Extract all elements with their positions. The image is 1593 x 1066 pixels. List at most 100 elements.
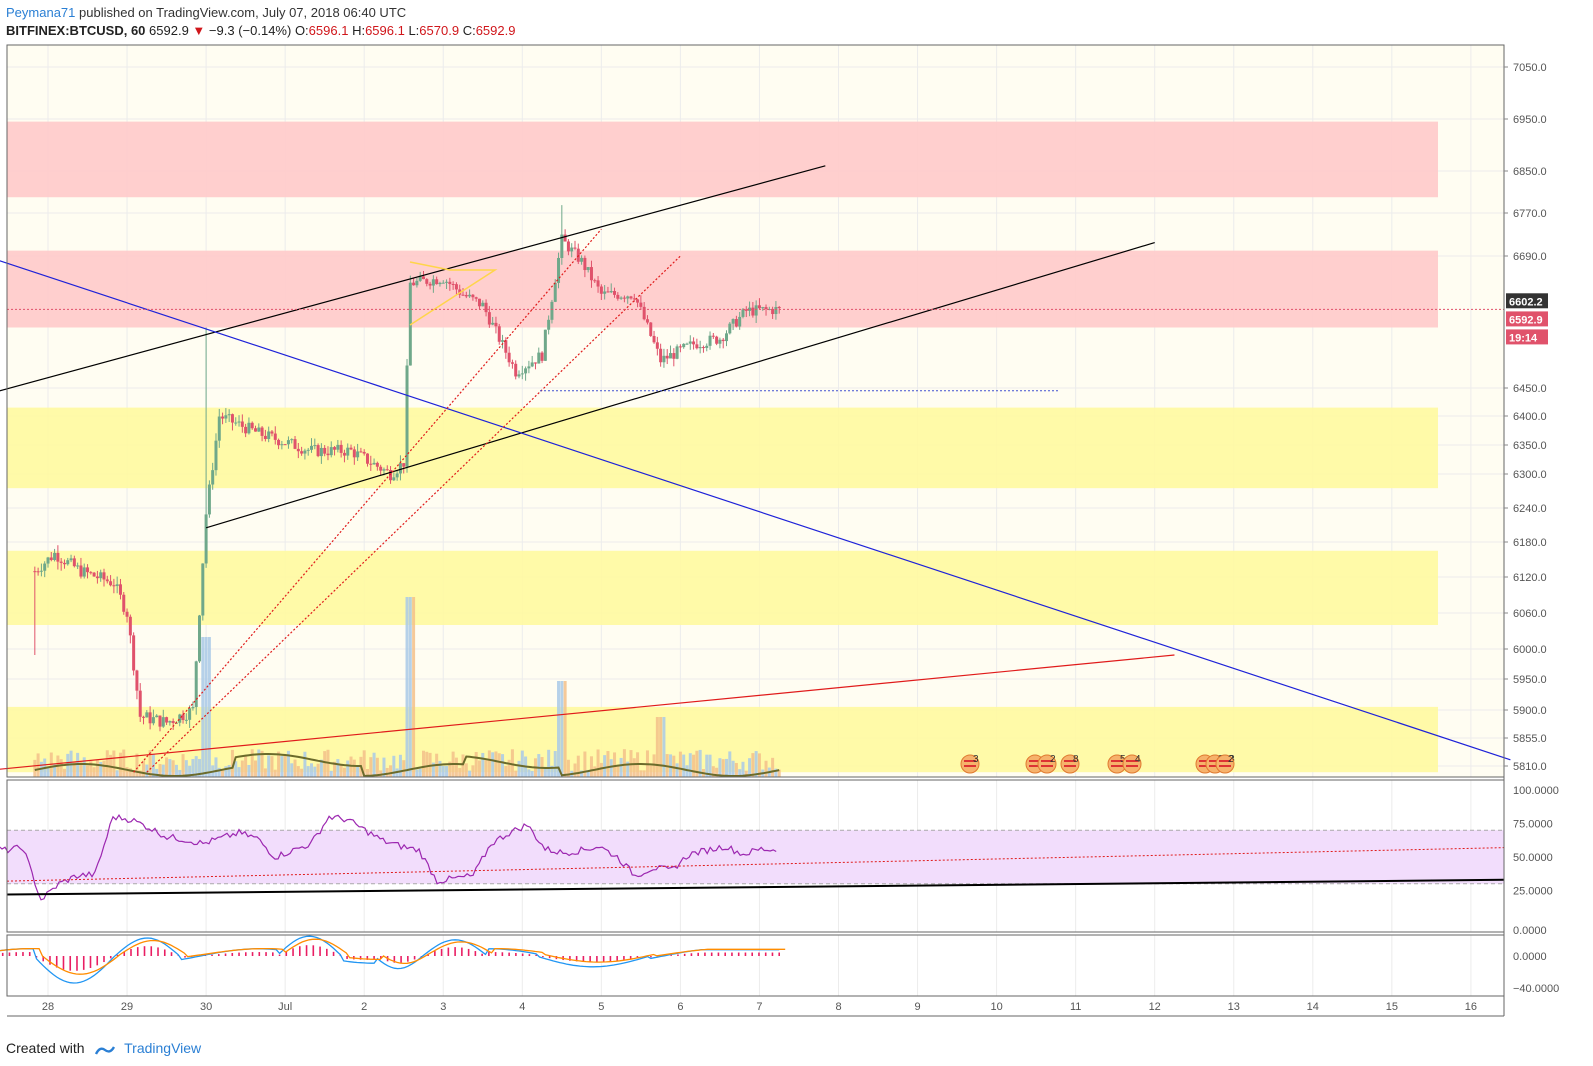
candle-body [135, 670, 139, 691]
candle-body [599, 286, 603, 294]
candle-body [649, 322, 653, 336]
tradingview-logo-icon[interactable] [94, 1043, 116, 1055]
candle-body [165, 717, 169, 723]
volume-bar [375, 757, 379, 777]
volume-bar [290, 763, 294, 777]
candle-body [286, 440, 290, 445]
volume-bar [254, 760, 258, 777]
flag-event-icon: 8 [1060, 754, 1080, 774]
volume-bar [622, 749, 626, 777]
candle-body [237, 421, 241, 423]
candle-body [99, 572, 103, 579]
y-tick-label: 5950.0 [1513, 674, 1547, 686]
volume-bar [510, 749, 514, 777]
candle-body [257, 427, 261, 432]
price-zones [7, 121, 1438, 773]
volume-bar [82, 757, 86, 777]
volume-bar [553, 751, 557, 777]
candle-body [754, 305, 758, 316]
volume-bar [448, 761, 452, 777]
candle-body [296, 448, 300, 452]
candle-body [76, 565, 80, 567]
candle-body [642, 306, 646, 320]
candle-body [72, 558, 76, 567]
candle-body [191, 707, 195, 709]
flag-stripe [1064, 760, 1076, 762]
volume-bar [188, 765, 192, 777]
candle-body [738, 316, 742, 327]
down-arrow-icon: ▼ [192, 23, 206, 38]
candles [33, 205, 781, 732]
candle-body [214, 440, 218, 471]
candle-body [725, 333, 729, 342]
macd-tick-label: 0.0000 [1513, 951, 1547, 963]
y-tick-label: 6180.0 [1513, 537, 1547, 549]
volume-bar [557, 681, 561, 777]
candle-body [125, 611, 129, 617]
trendlines[interactable] [0, 165, 1511, 773]
volume-bar [771, 757, 775, 777]
tradingview-brand[interactable]: TradingView [124, 1040, 202, 1056]
volume-bar [369, 757, 373, 777]
candle-body [481, 302, 485, 307]
volume-bar [566, 759, 570, 777]
price-change: −9.3 (−0.14%) [208, 23, 292, 38]
volume-bar [583, 751, 587, 777]
candle-body [339, 444, 343, 453]
candle-body [510, 362, 514, 364]
candle-body [346, 447, 350, 456]
volume-bar [132, 770, 136, 777]
candle-body [194, 661, 198, 708]
publisher-name[interactable]: Peymana71 [6, 5, 76, 20]
volume-bar [537, 754, 541, 777]
candle-body [616, 294, 620, 299]
volume-bar [688, 753, 692, 777]
candle-body [181, 714, 185, 721]
volume-bar [201, 637, 205, 777]
candle-body [369, 463, 373, 465]
volume-bar [72, 762, 76, 777]
volume-bar [527, 769, 531, 777]
price-label-box [1506, 329, 1548, 345]
supply-zone-0 [7, 121, 1438, 198]
volume-bar [639, 770, 643, 777]
volume-bar [560, 681, 564, 777]
candle-body [566, 241, 570, 252]
trendline-1 [205, 241, 1155, 529]
volume-bar [230, 749, 234, 777]
candle-body [82, 567, 86, 577]
volume-bar [504, 765, 508, 777]
volume-bar [517, 760, 521, 777]
candle-body [323, 447, 327, 454]
x-tick-label: 11 [1070, 1001, 1081, 1013]
volume-bar [155, 768, 159, 777]
candle-body [138, 690, 142, 717]
rsi-tick-label: 50.0000 [1513, 852, 1553, 864]
volume-bar [507, 759, 511, 777]
volume-bar [675, 763, 679, 777]
volume-bar [194, 756, 198, 777]
volume-bar [662, 717, 666, 777]
candle-body [89, 572, 93, 574]
volume-bar [191, 759, 195, 777]
candle-body [102, 572, 106, 580]
flag-stripe [1126, 760, 1138, 762]
flag-stripe [1041, 760, 1053, 762]
candle-body [198, 615, 202, 662]
candle-body [665, 355, 669, 359]
volume-bar [550, 765, 554, 777]
candle-body [563, 234, 567, 242]
candle-body [639, 302, 643, 307]
x-tick-label: 4 [519, 1001, 525, 1013]
price-label-0: 6602.2 [1506, 293, 1548, 309]
volume-bar [280, 756, 284, 777]
y-tick-label: 6000.0 [1513, 644, 1547, 656]
event-count: 2 [1228, 754, 1234, 765]
candle-body [53, 552, 57, 560]
flag-stripe [1111, 765, 1123, 767]
candle-body [744, 309, 748, 311]
candle-body [56, 552, 60, 562]
volume-bar [277, 751, 281, 777]
event-badges[interactable]: 328543432 [960, 754, 1235, 774]
